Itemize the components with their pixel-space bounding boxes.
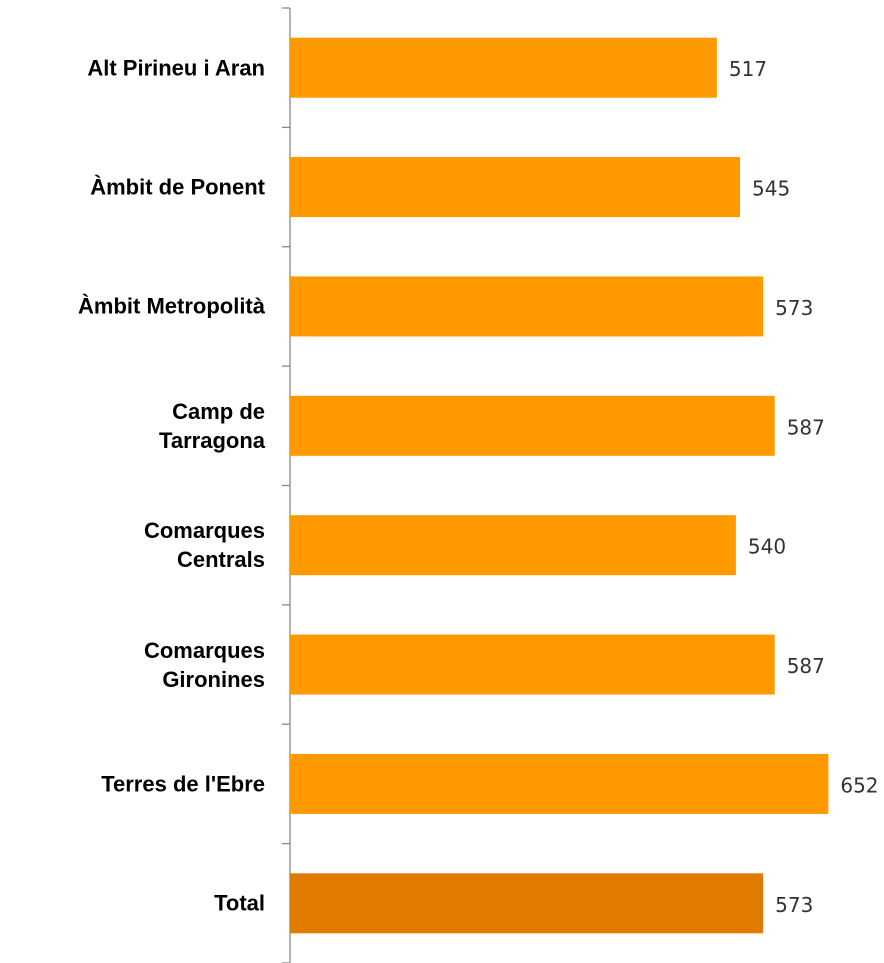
bar <box>290 276 764 337</box>
value-label: 540 <box>748 535 786 559</box>
category-label: Comarques Gironines <box>143 637 265 692</box>
bar <box>290 395 775 456</box>
value-label: 587 <box>787 415 825 439</box>
value-label: 587 <box>787 654 825 678</box>
value-label: 573 <box>775 296 813 320</box>
category-label: Àmbit Metropolità <box>78 293 265 319</box>
bar <box>290 873 764 934</box>
category-label: Terres de l'Ebre <box>101 771 265 797</box>
value-label: 652 <box>840 773 878 797</box>
value-label: 573 <box>775 893 813 917</box>
bar <box>290 515 736 576</box>
bar <box>290 157 741 218</box>
category-label: Àmbit de Ponent <box>90 174 265 200</box>
category-label: Comarques Centrals <box>143 518 265 573</box>
bar <box>290 37 717 98</box>
category-label: Camp de Tarragona <box>159 398 265 453</box>
category-label: Alt Pirineu i Aran <box>87 55 265 81</box>
category-label: Total <box>214 890 265 916</box>
value-label: 545 <box>752 177 790 201</box>
bar <box>290 634 775 695</box>
bar <box>290 753 829 814</box>
value-label: 517 <box>729 57 767 81</box>
